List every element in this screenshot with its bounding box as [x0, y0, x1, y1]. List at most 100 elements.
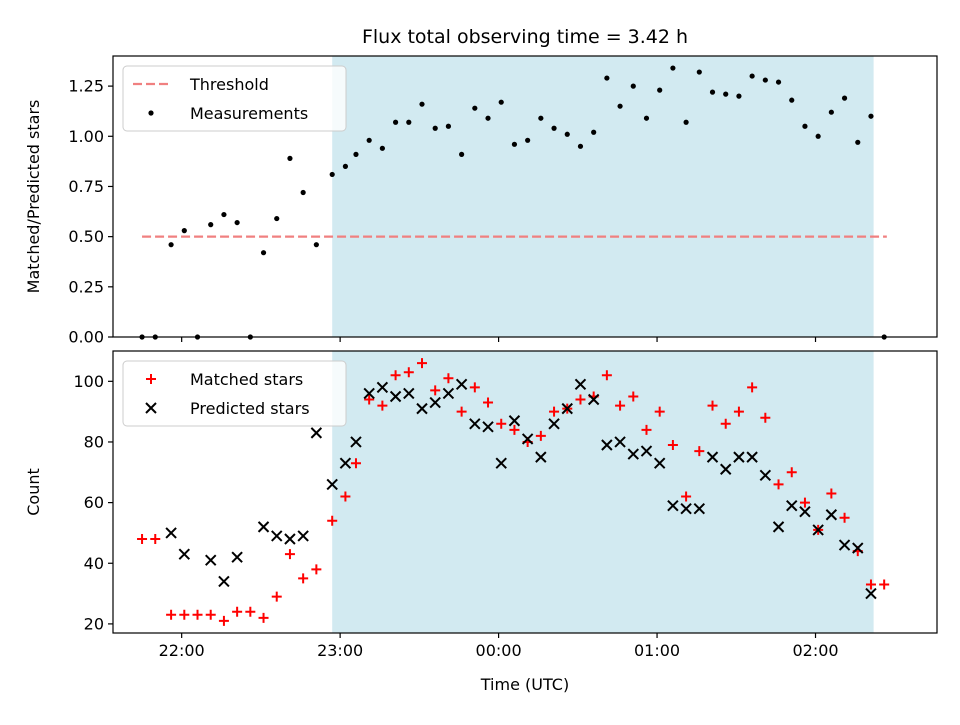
top-y-axis-label: Matched/Predicted stars	[24, 100, 43, 294]
bottom-series-1-point	[667, 499, 679, 512]
top-y-tick-label: 0.00	[68, 328, 104, 347]
top-series-0-point	[643, 115, 650, 121]
bottom-series-1-point	[339, 457, 352, 469]
chart-title: Flux total observing time = 3.42 h	[362, 26, 688, 48]
top-y-tick-label: 1.25	[68, 77, 104, 96]
bottom-series-1-point	[469, 418, 481, 430]
bottom-series-1-point	[614, 436, 626, 448]
top-legend: Threshold Measurements	[122, 65, 347, 132]
bottom-series-0-point	[628, 391, 639, 402]
top-series-0-point	[815, 133, 821, 139]
bottom-series-1-point	[416, 402, 428, 415]
bottom-series-1-point	[653, 457, 666, 469]
bottom-y-tick-label: 100	[73, 372, 104, 391]
bottom-shaded-region	[332, 351, 874, 633]
top-series-0-point	[723, 91, 729, 97]
top-series-0-point	[841, 95, 848, 101]
x-tick-label: 02:00	[792, 641, 838, 660]
top-series-0-point	[511, 141, 518, 147]
top-series-0-point	[696, 69, 702, 75]
bottom-legend: Matched stars Predicted stars	[122, 360, 347, 427]
bottom-legend-label: Matched stars	[190, 370, 303, 389]
bottom-series-0-point	[615, 400, 626, 411]
x-tick-label: 22:00	[159, 641, 205, 660]
top-series-0-point	[828, 109, 834, 115]
top-series-0-point	[591, 129, 597, 135]
bottom-series-1-point	[865, 587, 877, 600]
top-legend-label: Threshold	[189, 75, 269, 94]
bottom-series-0-point	[192, 609, 203, 620]
top-series-0-point	[604, 75, 610, 81]
bottom-y-tick-label: 20	[84, 614, 104, 633]
top-series-0-point	[525, 137, 531, 143]
top-series-0-point	[775, 79, 782, 85]
bottom-series-0-point	[403, 367, 414, 378]
bottom-series-1-point	[508, 415, 521, 427]
top-series-0-point	[538, 115, 544, 121]
bottom-series-1-point	[561, 402, 573, 415]
bottom-series-1-point	[257, 521, 270, 533]
top-series-0-point	[379, 145, 385, 151]
top-series-0-point	[472, 105, 478, 111]
top-series-0-point	[181, 228, 187, 234]
bottom-legend-box	[122, 360, 347, 427]
top-series-0-point	[208, 222, 214, 228]
top-y-tick-label: 1.00	[68, 127, 104, 146]
top-legend-label: Measurements	[190, 104, 308, 123]
bottom-series-1-point	[825, 509, 838, 521]
bottom-series-0-point	[232, 606, 243, 617]
bottom-series-0-point	[284, 549, 295, 560]
top-series-0-point	[353, 151, 359, 157]
bottom-series-0-point	[205, 609, 216, 620]
bottom-series-1-point	[389, 390, 402, 403]
bottom-series-1-point	[852, 542, 864, 554]
top-series-0-point	[709, 89, 716, 95]
bottom-series-1-point	[284, 533, 296, 545]
bottom-series-0-point	[327, 515, 338, 526]
bottom-series-0-point	[483, 397, 494, 408]
bottom-series-0-point	[654, 406, 665, 417]
top-axes-frame	[112, 55, 938, 338]
bottom-series-0-point	[340, 491, 351, 502]
top-y-tick-label: 0.25	[68, 277, 104, 296]
legend-predicted-key	[145, 402, 157, 414]
bottom-series-0-point	[694, 446, 705, 457]
top-series-0-point	[342, 163, 349, 169]
bottom-y-tick-label: 60	[84, 493, 104, 512]
bottom-series-0-point	[549, 406, 560, 417]
bottom-series-0-point	[865, 579, 876, 590]
bottom-series-0-point	[430, 385, 441, 396]
bottom-series-1-point	[218, 575, 230, 588]
bottom-series-0-point	[707, 400, 718, 411]
bottom-series-1-point	[165, 527, 177, 539]
bottom-series-0-point	[218, 615, 229, 626]
bottom-series-1-point	[812, 524, 824, 536]
top-series-0-point	[459, 151, 465, 157]
bottom-series-1-point	[271, 530, 283, 542]
top-series-0-point	[617, 103, 623, 109]
bottom-series-1-point	[205, 554, 217, 566]
top-series-0-point	[260, 250, 267, 256]
top-series-0-point	[445, 123, 452, 129]
bottom-series-0-point	[443, 373, 454, 384]
bottom-series-0-point	[799, 497, 810, 508]
top-series-0-point	[392, 119, 399, 125]
bottom-series-1-point	[297, 530, 309, 542]
x-tick-label: 01:00	[634, 641, 680, 660]
top-series-0-point	[300, 189, 306, 196]
bottom-series-1-point	[799, 506, 811, 518]
bottom-series-0-point	[879, 579, 890, 590]
bottom-series-0-point	[150, 534, 161, 544]
top-series-0-point	[168, 242, 174, 248]
bottom-series-0-point	[773, 479, 784, 490]
bottom-series-1-point	[231, 551, 243, 563]
bottom-series-0-point	[747, 382, 758, 393]
bottom-series-1-point	[733, 451, 745, 463]
top-series-0-point	[419, 101, 425, 107]
bottom-series-1-point	[720, 463, 732, 475]
bottom-series-0-point	[137, 534, 148, 544]
bottom-series-1-point	[680, 502, 692, 515]
bottom-axes-frame	[112, 350, 938, 634]
top-series-0-point	[329, 171, 335, 178]
bottom-series-1-point	[601, 439, 613, 451]
